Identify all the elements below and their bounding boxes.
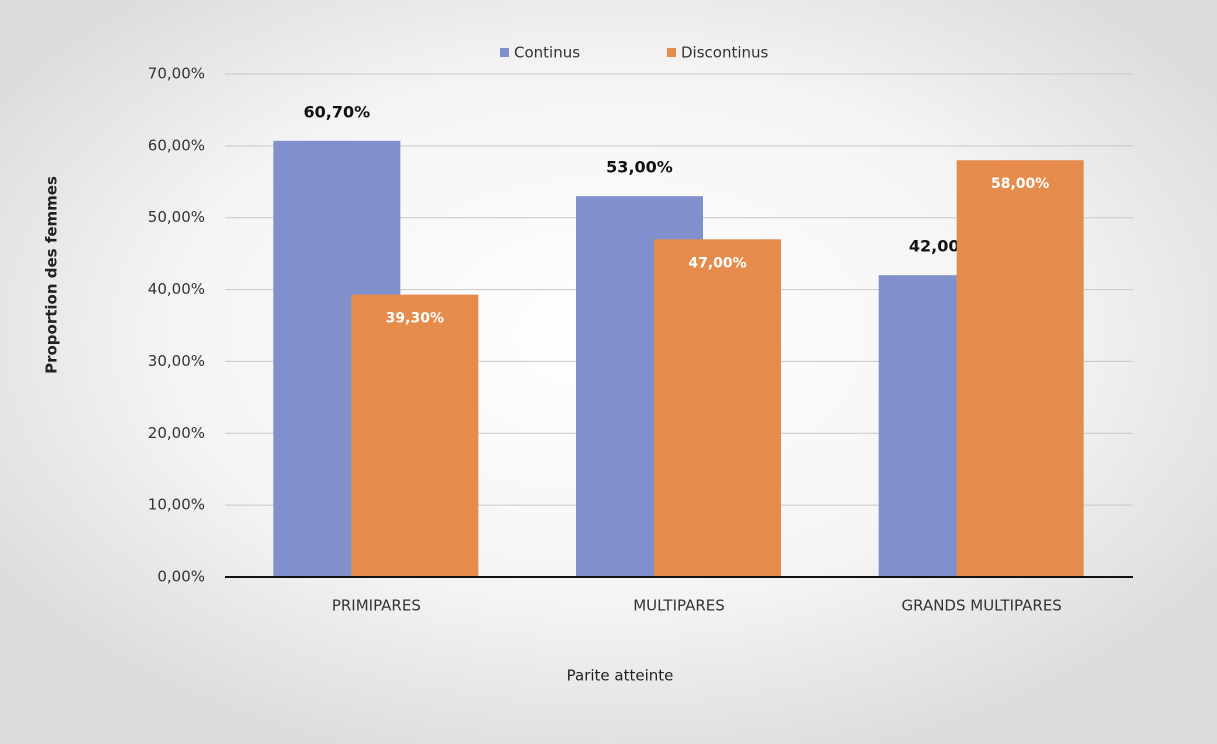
- data-label: 39,30%: [386, 311, 444, 327]
- bar: [956, 160, 1084, 577]
- y-tick-label: 10,00%: [148, 496, 205, 514]
- x-tick-label: GRANDS MULTIPARES: [902, 597, 1062, 615]
- y-tick-label: 20,00%: [148, 424, 205, 442]
- x-axis-title: Parite atteinte: [567, 667, 674, 685]
- bar: [654, 239, 781, 577]
- y-tick-label: 0,00%: [157, 568, 205, 586]
- y-tick-label: 30,00%: [148, 352, 205, 370]
- legend-label: Continus: [514, 44, 580, 62]
- legend-swatch: [667, 48, 676, 57]
- data-label: 58,00%: [991, 176, 1049, 192]
- bar: [351, 294, 479, 577]
- legend-label: Discontinus: [681, 44, 769, 62]
- x-tick-label: MULTIPARES: [633, 597, 725, 615]
- y-tick-label: 40,00%: [148, 280, 205, 298]
- y-tick-label: 70,00%: [148, 65, 205, 83]
- y-tick-label: 60,00%: [148, 136, 205, 154]
- x-tick-label: PRIMIPARES: [332, 597, 421, 615]
- y-axis-title: Proportion des femmes: [43, 176, 61, 374]
- data-label: 53,00%: [606, 158, 673, 177]
- data-label: 47,00%: [688, 255, 746, 271]
- data-label: 60,70%: [304, 102, 371, 121]
- y-tick-label: 50,00%: [148, 208, 205, 226]
- legend-swatch: [500, 48, 509, 57]
